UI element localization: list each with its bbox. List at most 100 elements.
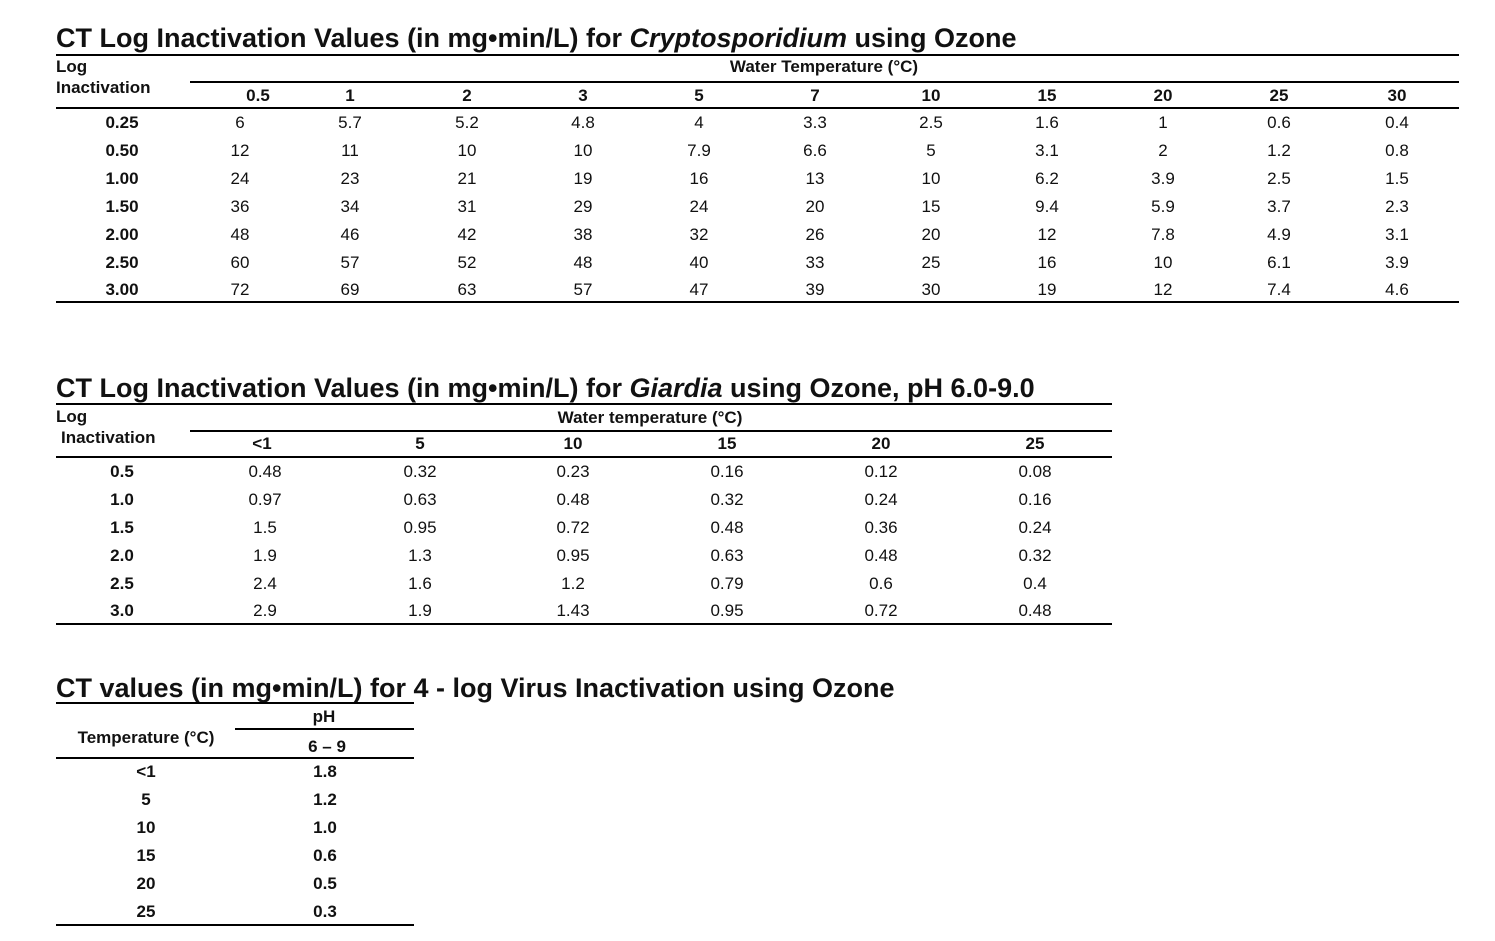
- crypto-table-cell: 42: [457, 225, 477, 244]
- crypto-table-cell: 23: [340, 169, 360, 188]
- crypto-table-cell: 29: [573, 197, 593, 216]
- virus-row-label: 15: [136, 846, 156, 865]
- crypto-row-label: 0.25: [105, 113, 139, 132]
- crypto-table-cell: 13: [805, 169, 825, 188]
- giardia-table-cell: 0.32: [403, 462, 437, 481]
- crypto-table-cell: 1.2: [1267, 141, 1291, 160]
- virus-table-cell: 0.6: [313, 846, 337, 865]
- crypto-column-header: 0.5: [246, 86, 270, 105]
- giardia-table-cell: 0.63: [710, 546, 744, 565]
- crypto-table-cell: 19: [573, 169, 593, 188]
- crypto-table-title: CT Log Inactivation Values (in mg•min/L)…: [56, 23, 1017, 53]
- crypto-table-cell: 7.8: [1151, 225, 1175, 244]
- giardia-table-cell: 0.24: [864, 490, 898, 509]
- giardia-table-cell: 1.3: [408, 546, 432, 565]
- giardia-table-title: CT Log Inactivation Values (in mg•min/L)…: [56, 373, 1035, 403]
- crypto-table-cell: 52: [457, 253, 477, 272]
- crypto-table-cell: 1.6: [1035, 113, 1059, 132]
- crypto-organism-name: Cryptosporidium: [629, 23, 848, 53]
- giardia-row-header-line2: Inactivation: [61, 428, 156, 447]
- crypto-column-header: 30: [1387, 86, 1407, 105]
- virus-row-label: <1: [136, 762, 156, 781]
- crypto-column-header: 15: [1037, 86, 1057, 105]
- crypto-table-cell: 34: [340, 197, 360, 216]
- crypto-table-cell: 0.6: [1267, 113, 1291, 132]
- crypto-table-cell: 4.8: [571, 113, 595, 132]
- crypto-table-cell: 16: [689, 169, 709, 188]
- crypto-table-cell: 6.6: [803, 141, 827, 160]
- giardia-table-cell: 2.4: [253, 574, 277, 593]
- crypto-table-cell: 33: [805, 253, 825, 272]
- giardia-column-header: <1: [252, 434, 272, 453]
- crypto-header-rule: [56, 107, 1459, 109]
- giardia-table-cell: 1.5: [253, 518, 277, 537]
- giardia-column-header: 15: [717, 434, 737, 453]
- giardia-table-cell: 0.79: [710, 574, 744, 593]
- crypto-table-cell: 19: [1037, 280, 1057, 299]
- virus-row-label: 25: [136, 902, 156, 921]
- crypto-table-cell: 4.6: [1385, 280, 1409, 299]
- crypto-column-header: 20: [1153, 86, 1173, 105]
- giardia-row-header-line1: Log: [56, 407, 88, 426]
- crypto-table-cell: 2.5: [1267, 169, 1291, 188]
- giardia-row-label: 1.0: [110, 490, 134, 509]
- giardia-table-cell: 0.72: [556, 518, 590, 537]
- crypto-table-cell: 5.7: [338, 113, 362, 132]
- giardia-table-cell: 0.4: [1023, 574, 1047, 593]
- giardia-table-cell: 1.43: [556, 601, 590, 620]
- giardia-table-cell: 0.32: [710, 490, 744, 509]
- crypto-table-cell: 5.2: [455, 113, 479, 132]
- crypto-table-cell: 1: [1158, 113, 1168, 132]
- crypto-table-cell: 26: [805, 225, 825, 244]
- giardia-table-cell: 0.36: [864, 518, 898, 537]
- crypto-row-label: 3.00: [105, 280, 139, 299]
- giardia-group-header: Water temperature (°C): [557, 408, 743, 427]
- crypto-table-cell: 72: [230, 280, 250, 299]
- crypto-table-cell: 12: [1153, 280, 1173, 299]
- crypto-table-cell: 4: [694, 113, 704, 132]
- crypto-row-label: 2.00: [105, 225, 139, 244]
- crypto-row-label: 1.00: [105, 169, 139, 188]
- giardia-table-cell: 0.12: [864, 462, 898, 481]
- crypto-table-cell: 32: [689, 225, 709, 244]
- crypto-column-header: 2: [462, 86, 472, 105]
- crypto-table-cell: 9.4: [1035, 197, 1059, 216]
- giardia-row-label: 3.0: [110, 601, 134, 620]
- virus-table-cell: 1.0: [313, 818, 337, 837]
- giardia-table-cell: 1.6: [408, 574, 432, 593]
- crypto-table-cell: 6.1: [1267, 253, 1291, 272]
- crypto-column-header: 1: [345, 86, 355, 105]
- giardia-row-label: 0.5: [110, 462, 134, 481]
- crypto-table-cell: 10: [573, 141, 593, 160]
- virus-table-cell: 1.2: [313, 790, 337, 809]
- crypto-table-cell: 2.5: [919, 113, 943, 132]
- giardia-column-header: 25: [1025, 434, 1045, 453]
- giardia-table-cell: 0.48: [710, 518, 744, 537]
- crypto-row-label: 1.50: [105, 197, 139, 216]
- crypto-top-rule: [56, 54, 1459, 56]
- giardia-table-cell: 0.08: [1018, 462, 1052, 481]
- giardia-table-cell: 0.24: [1018, 518, 1052, 537]
- crypto-table-cell: 25: [921, 253, 941, 272]
- giardia-table-cell: 2.9: [253, 601, 277, 620]
- virus-column-header: 6 – 9: [308, 737, 346, 756]
- virus-top-rule: [56, 702, 414, 704]
- virus-row-label: 20: [136, 874, 156, 893]
- giardia-header-rule: [56, 456, 1112, 458]
- giardia-table-cell: 0.48: [556, 490, 590, 509]
- crypto-table-cell: 48: [230, 225, 250, 244]
- crypto-row-label: 2.50: [105, 253, 139, 272]
- crypto-table-cell: 12: [230, 141, 250, 160]
- crypto-column-header: 5: [694, 86, 704, 105]
- giardia-column-header: 5: [415, 434, 425, 453]
- crypto-table-cell: 57: [340, 253, 360, 272]
- virus-header-rule: [56, 757, 414, 759]
- virus-table-title: CT values (in mg•min/L) for 4 - log Viru…: [56, 673, 895, 703]
- giardia-table-cell: 0.95: [710, 601, 744, 620]
- crypto-table-cell: 3.7: [1267, 197, 1291, 216]
- crypto-table-cell: 10: [921, 169, 941, 188]
- virus-row-header: Temperature (°C): [77, 728, 215, 747]
- virus-table-cell: 0.3: [313, 902, 337, 921]
- crypto-table-cell: 46: [340, 225, 360, 244]
- crypto-bottom-rule: [56, 301, 1459, 303]
